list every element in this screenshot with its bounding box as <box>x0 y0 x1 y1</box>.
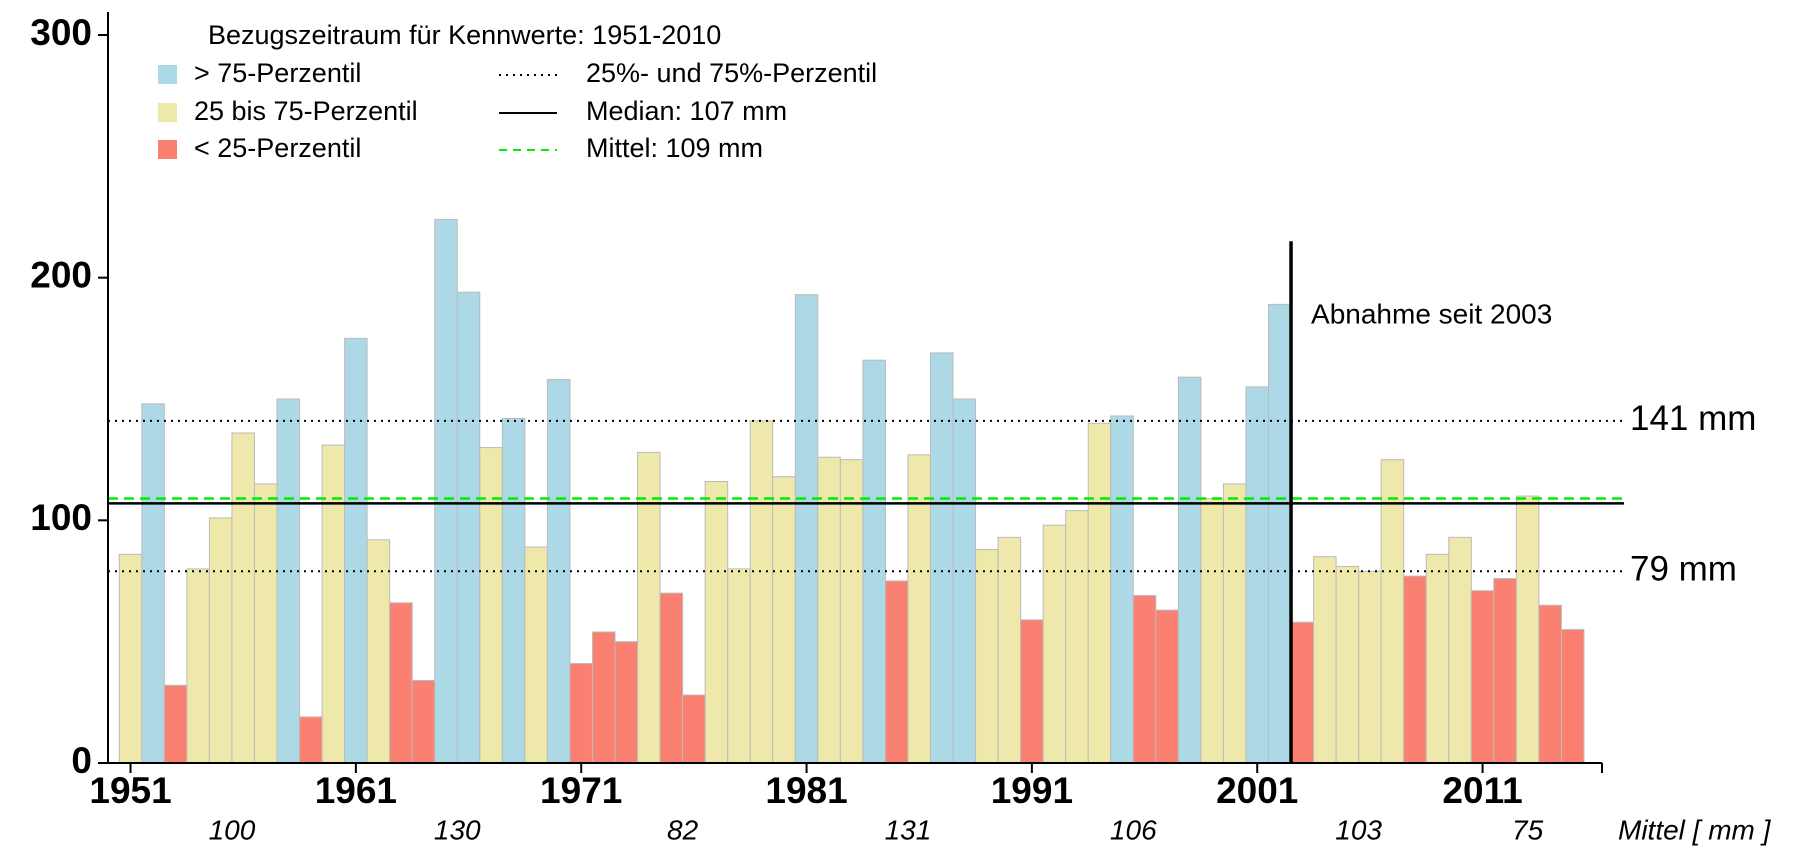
legend-swatch <box>158 140 177 159</box>
bar <box>253 483 278 764</box>
bar <box>1132 595 1157 764</box>
x-tick-label: 2001 <box>1216 770 1298 811</box>
bar <box>1290 621 1315 764</box>
bar <box>1065 510 1089 764</box>
bar <box>1335 565 1360 764</box>
bar <box>907 454 931 764</box>
bar <box>366 539 391 764</box>
decade-mean-label: Mittel [ mm ] <box>1618 814 1772 845</box>
bar <box>727 568 751 764</box>
x-tick-label: 1981 <box>765 770 847 811</box>
bar <box>1087 422 1112 764</box>
bar <box>276 398 301 764</box>
bar <box>501 417 526 764</box>
bar <box>1493 578 1517 764</box>
bar <box>524 546 548 764</box>
legend-swatch <box>158 65 177 84</box>
bar <box>929 352 954 764</box>
bar <box>1380 459 1405 764</box>
bar <box>456 291 481 764</box>
bar <box>1403 575 1427 764</box>
bar <box>1177 376 1202 764</box>
bar <box>1425 553 1450 764</box>
bar <box>389 602 413 764</box>
bar <box>1267 303 1292 764</box>
bar <box>952 398 977 764</box>
legend-label: 25%- und 75%-Perzentil <box>586 58 877 88</box>
bar <box>208 517 233 764</box>
bar <box>1222 483 1247 764</box>
decade-mean: 82 <box>667 814 699 845</box>
bar <box>1245 386 1269 764</box>
bar <box>569 663 593 764</box>
x-tick-label: 1991 <box>991 770 1073 811</box>
bar <box>434 218 458 764</box>
bar <box>1110 415 1134 764</box>
x-tick-label: 2011 <box>1442 770 1522 811</box>
bar <box>772 476 796 764</box>
bar <box>186 568 210 764</box>
x-tick-label: 1951 <box>89 770 171 811</box>
bar <box>614 641 639 764</box>
bar <box>975 548 999 764</box>
annotation-text: Abnahme seit 2003 <box>1311 298 1552 329</box>
decade-mean: 106 <box>1110 814 1157 845</box>
bar <box>659 592 684 764</box>
bar <box>682 694 706 764</box>
percentile-label: 79 mm <box>1630 550 1737 589</box>
decade-mean: 103 <box>1335 814 1382 845</box>
bar <box>344 337 368 764</box>
bar <box>118 553 143 764</box>
legend-label: > 75-Perzentil <box>194 58 361 88</box>
bar <box>163 684 188 764</box>
bar <box>1470 590 1495 764</box>
decade-mean: 131 <box>885 814 932 845</box>
bar <box>1538 604 1562 764</box>
legend-label: Median: 107 mm <box>586 96 787 126</box>
bar <box>794 294 819 764</box>
bar <box>231 432 255 764</box>
legend-swatch <box>158 103 177 122</box>
decade-mean: 130 <box>434 814 481 845</box>
bar <box>884 580 909 764</box>
y-tick-label: 0 <box>71 740 92 781</box>
decade-mean: 75 <box>1512 814 1544 845</box>
bar <box>321 444 346 764</box>
bar <box>1560 629 1585 764</box>
bar <box>299 716 323 764</box>
bar <box>1042 524 1067 764</box>
bar <box>1515 495 1540 764</box>
decade-mean: 100 <box>209 814 256 845</box>
legend-label: 25 bis 75-Perzentil <box>194 96 418 126</box>
bar <box>749 420 774 764</box>
bar <box>839 459 864 764</box>
bar <box>862 359 886 764</box>
legend-label: < 25-Perzentil <box>194 133 361 163</box>
bar <box>997 536 1022 764</box>
x-tick-label: 1961 <box>315 770 397 811</box>
bar <box>1155 609 1179 764</box>
bar <box>1020 619 1044 764</box>
y-tick-label: 300 <box>30 12 92 53</box>
bar <box>141 403 165 764</box>
legend-title: Bezugszeitraum für Kennwerte: 1951-2010 <box>208 20 721 50</box>
y-tick-label: 200 <box>30 254 92 295</box>
bar <box>704 481 729 764</box>
bar <box>1200 497 1224 764</box>
legend-label: Mittel: 109 mm <box>586 133 763 163</box>
percentile-label: 141 mm <box>1630 399 1756 438</box>
bar <box>591 631 616 764</box>
bar <box>1358 570 1382 764</box>
y-tick-label: 100 <box>30 497 92 538</box>
bar <box>411 679 436 764</box>
x-tick-label: 1971 <box>540 770 622 811</box>
bar <box>479 447 503 764</box>
bar <box>1313 556 1337 764</box>
